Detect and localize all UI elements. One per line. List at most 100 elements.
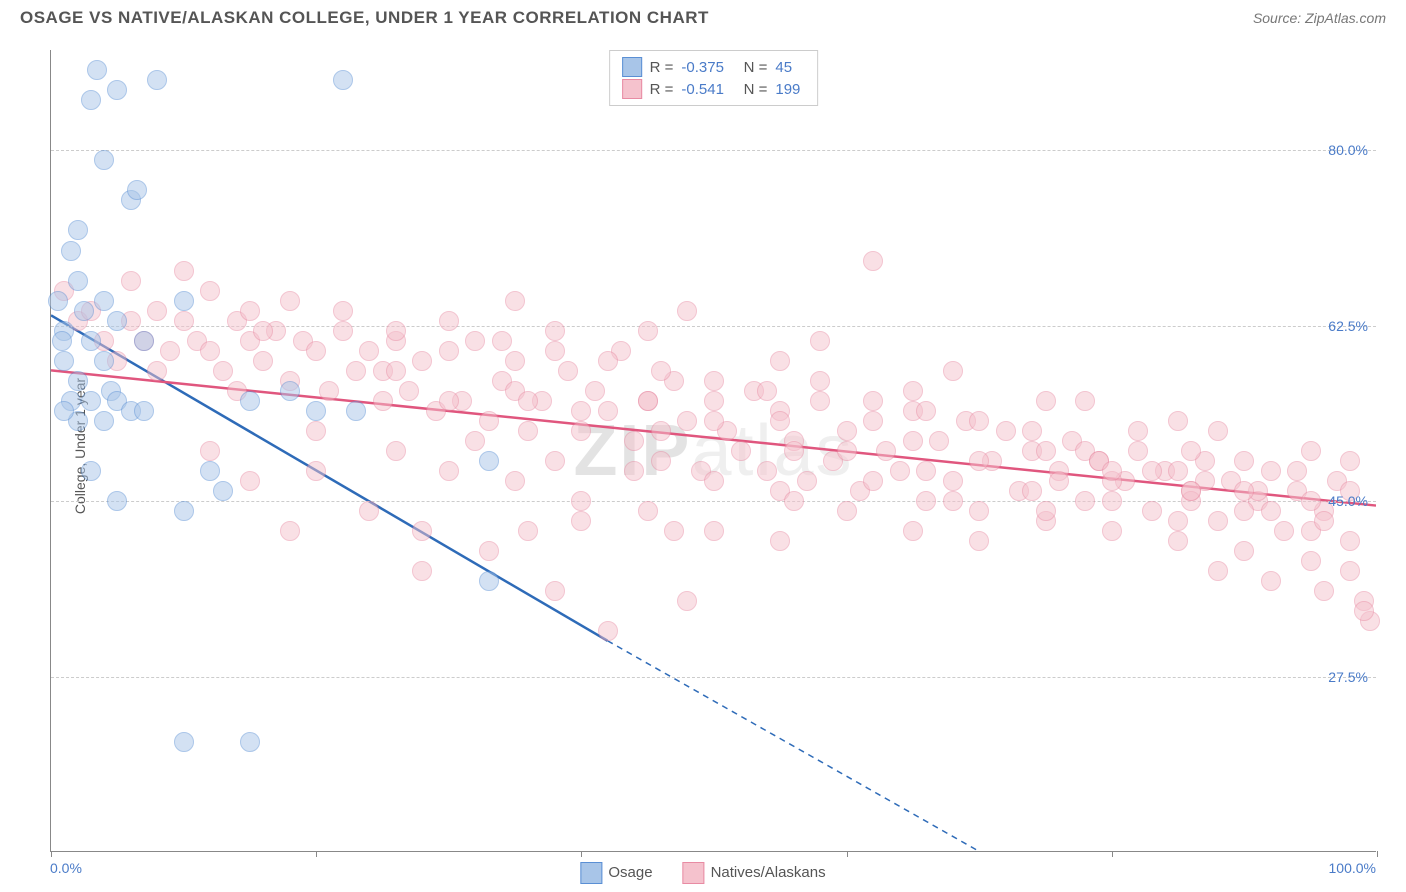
data-point bbox=[134, 331, 154, 351]
data-point bbox=[200, 461, 220, 481]
y-tick-label: 80.0% bbox=[1328, 142, 1368, 158]
data-point bbox=[174, 501, 194, 521]
x-tick bbox=[1112, 851, 1113, 857]
legend-n-value: 45 bbox=[775, 59, 805, 76]
data-point bbox=[306, 421, 326, 441]
data-point bbox=[1168, 531, 1188, 551]
data-point bbox=[61, 241, 81, 261]
data-point bbox=[876, 441, 896, 461]
x-tick-label: 0.0% bbox=[50, 860, 82, 876]
data-point bbox=[1075, 491, 1095, 511]
legend-r-value: -0.541 bbox=[681, 81, 731, 98]
data-point bbox=[1208, 511, 1228, 531]
data-point bbox=[1022, 481, 1042, 501]
data-point bbox=[280, 521, 300, 541]
data-point bbox=[52, 331, 72, 351]
data-point bbox=[969, 501, 989, 521]
data-point bbox=[863, 391, 883, 411]
data-point bbox=[810, 371, 830, 391]
data-point bbox=[373, 391, 393, 411]
data-point bbox=[386, 361, 406, 381]
data-point bbox=[837, 421, 857, 441]
legend-item: Osage bbox=[580, 862, 652, 884]
legend-n-label: N = bbox=[739, 59, 767, 76]
data-point bbox=[147, 70, 167, 90]
x-tick bbox=[581, 851, 582, 857]
data-point bbox=[1354, 601, 1374, 621]
data-point bbox=[68, 371, 88, 391]
data-point bbox=[1142, 501, 1162, 521]
data-point bbox=[107, 491, 127, 511]
data-point bbox=[333, 70, 353, 90]
legend-label: Osage bbox=[608, 864, 652, 881]
data-point bbox=[107, 80, 127, 100]
data-point bbox=[1036, 501, 1056, 521]
data-point bbox=[160, 341, 180, 361]
data-point bbox=[571, 421, 591, 441]
data-point bbox=[810, 331, 830, 351]
data-point bbox=[68, 271, 88, 291]
data-point bbox=[558, 361, 578, 381]
data-point bbox=[174, 291, 194, 311]
legend-r-value: -0.375 bbox=[681, 59, 731, 76]
data-point bbox=[651, 451, 671, 471]
legend-swatch bbox=[580, 862, 602, 884]
y-tick-label: 62.5% bbox=[1328, 318, 1368, 334]
data-point bbox=[903, 431, 923, 451]
data-point bbox=[624, 461, 644, 481]
data-point bbox=[863, 411, 883, 431]
data-point bbox=[638, 391, 658, 411]
data-point bbox=[479, 571, 499, 591]
data-point bbox=[479, 541, 499, 561]
data-point bbox=[518, 521, 538, 541]
data-point bbox=[996, 421, 1016, 441]
data-point bbox=[1234, 451, 1254, 471]
data-point bbox=[969, 531, 989, 551]
data-point bbox=[1168, 461, 1188, 481]
data-point bbox=[770, 411, 790, 431]
data-point bbox=[54, 401, 74, 421]
data-point bbox=[916, 461, 936, 481]
data-point bbox=[545, 451, 565, 471]
data-point bbox=[439, 391, 459, 411]
source-label: Source: ZipAtlas.com bbox=[1253, 10, 1386, 26]
data-point bbox=[757, 381, 777, 401]
data-point bbox=[48, 291, 68, 311]
data-point bbox=[969, 451, 989, 471]
data-point bbox=[1261, 571, 1281, 591]
data-point bbox=[1181, 481, 1201, 501]
data-point bbox=[571, 401, 591, 421]
data-point bbox=[81, 331, 101, 351]
legend-row: R = -0.541 N = 199 bbox=[622, 79, 806, 99]
x-tick-label: 100.0% bbox=[1329, 860, 1376, 876]
gridline bbox=[51, 326, 1376, 327]
data-point bbox=[677, 301, 697, 321]
data-point bbox=[1049, 471, 1069, 491]
data-point bbox=[386, 441, 406, 461]
data-point bbox=[359, 341, 379, 361]
legend-label: Natives/Alaskans bbox=[711, 864, 826, 881]
data-point bbox=[333, 301, 353, 321]
data-point bbox=[651, 361, 671, 381]
data-point bbox=[969, 411, 989, 431]
data-point bbox=[1208, 421, 1228, 441]
data-point bbox=[280, 291, 300, 311]
data-point bbox=[1301, 491, 1321, 511]
data-point bbox=[624, 431, 644, 451]
legend-item: Natives/Alaskans bbox=[683, 862, 826, 884]
legend-swatch bbox=[683, 862, 705, 884]
data-point bbox=[863, 471, 883, 491]
data-point bbox=[890, 461, 910, 481]
data-point bbox=[174, 261, 194, 281]
data-point bbox=[545, 581, 565, 601]
data-point bbox=[147, 301, 167, 321]
data-point bbox=[1102, 491, 1122, 511]
data-point bbox=[505, 471, 525, 491]
data-point bbox=[1208, 561, 1228, 581]
data-point bbox=[1181, 441, 1201, 461]
legend-r-label: R = bbox=[650, 59, 674, 76]
data-point bbox=[677, 591, 697, 611]
gridline bbox=[51, 677, 1376, 678]
data-point bbox=[200, 281, 220, 301]
data-point bbox=[810, 391, 830, 411]
